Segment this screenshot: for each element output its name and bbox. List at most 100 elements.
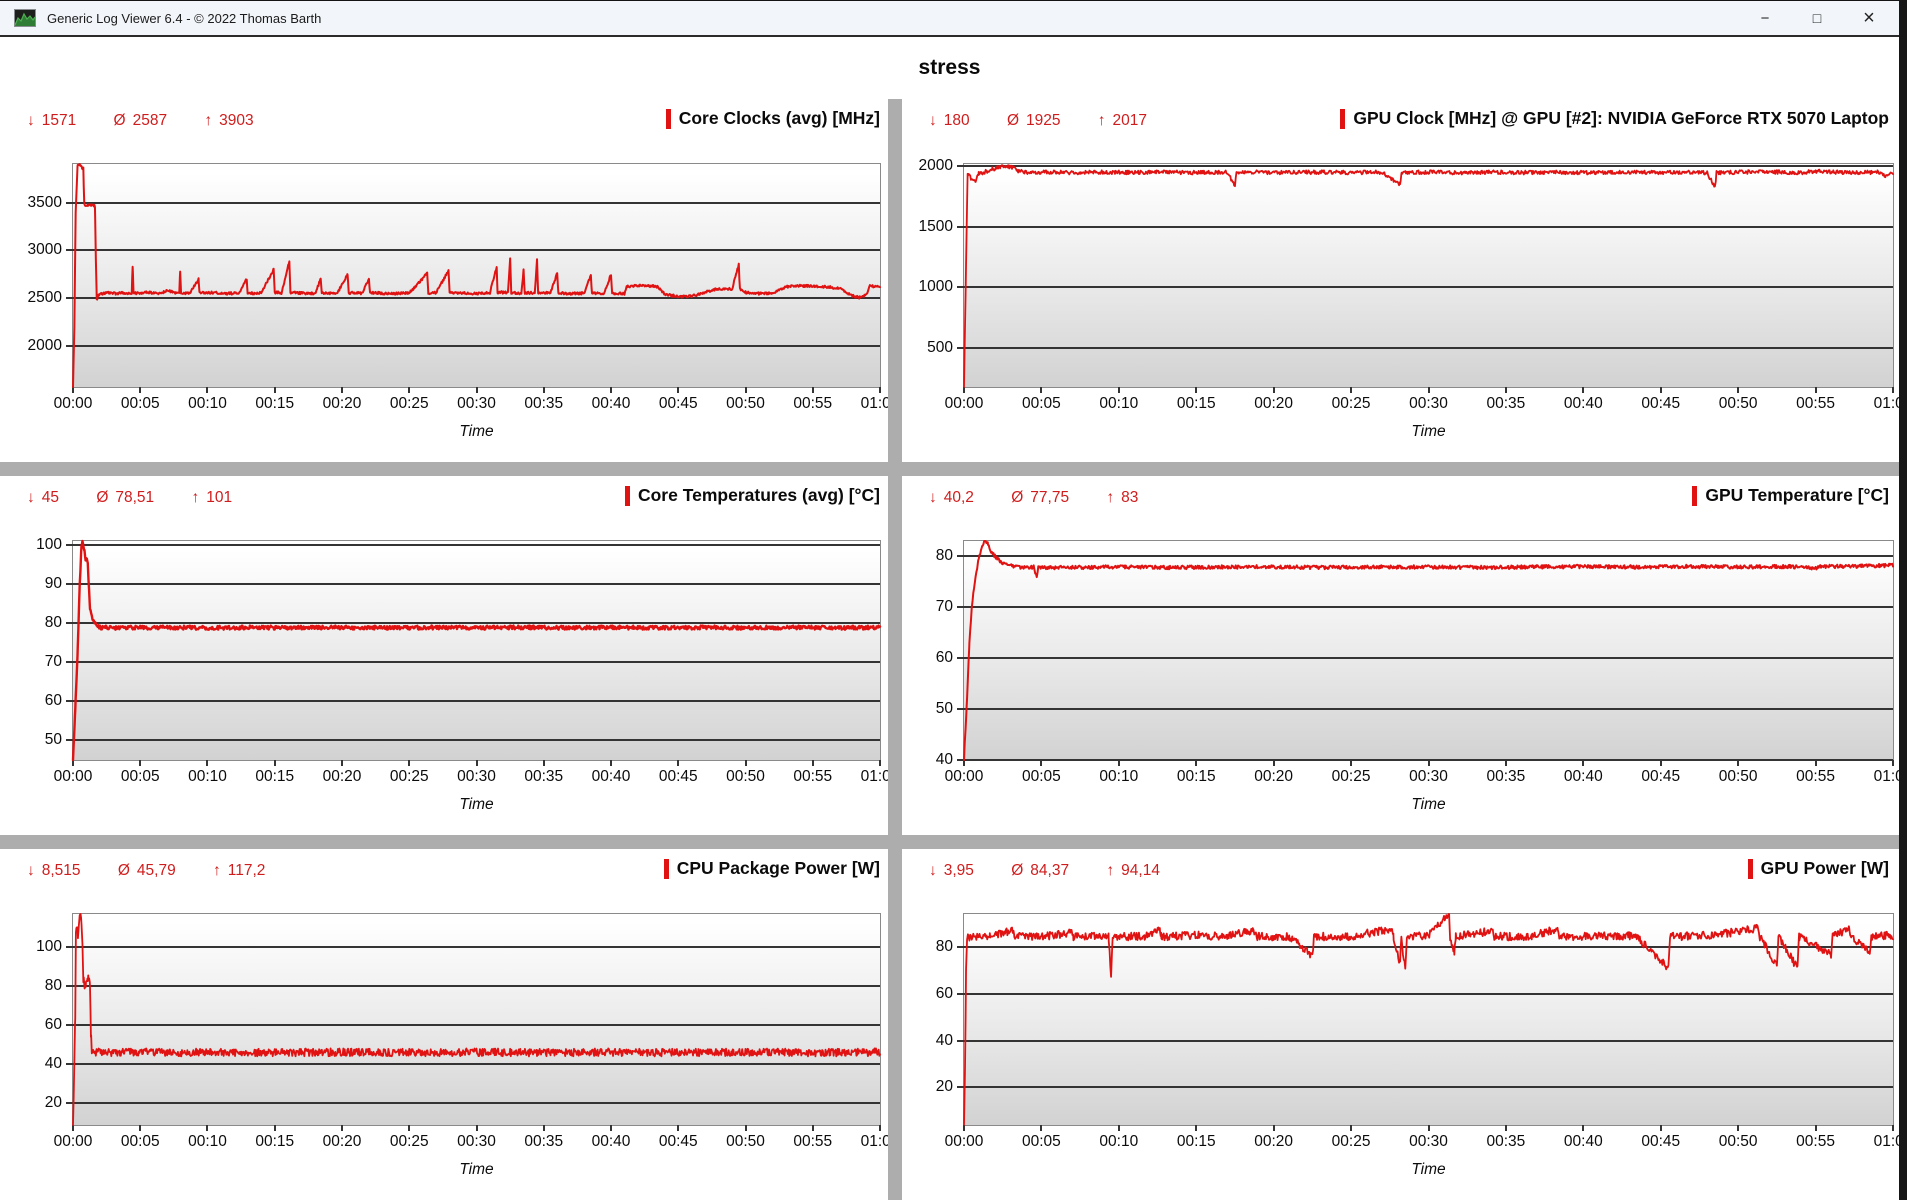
x-tick-label: 00:35: [524, 1133, 564, 1150]
x-tick-label: 00:50: [1718, 1133, 1758, 1150]
x-tick-mark: [811, 760, 814, 766]
x-tick-label: 00:40: [591, 1133, 631, 1150]
x-tick-mark: [1427, 387, 1430, 393]
stat-min: ↓ 45: [27, 489, 59, 506]
x-tick-mark: [1117, 760, 1120, 766]
x-tick-label: 00:30: [1409, 1133, 1448, 1150]
x-tick-mark: [273, 1125, 276, 1131]
x-tick-mark: [1272, 387, 1275, 393]
x-tick-mark: [1272, 760, 1275, 766]
x-tick-mark: [1427, 1125, 1430, 1131]
x-tick-label: 00:25: [389, 395, 429, 412]
desktop-edge: [1899, 0, 1907, 1200]
x-tick-label: 01:00: [860, 768, 888, 785]
legend-color-bar: [1340, 108, 1346, 129]
x-tick-label: 00:50: [1718, 395, 1758, 412]
chart-stats: ↓ 1571 Ø 2587 ↑ 3903: [27, 112, 287, 130]
y-tick-label: 50: [935, 700, 953, 718]
x-tick-label: 00:45: [658, 1133, 698, 1150]
x-tick-label: 00:40: [591, 395, 631, 412]
y-tick-mark: [66, 739, 73, 742]
x-tick-label: 00:15: [255, 395, 295, 412]
gridline-60: [73, 700, 880, 703]
x-tick-label: 00:55: [1796, 768, 1835, 785]
max-arrow-icon: ↑: [204, 112, 213, 129]
time-axis-label: Time: [1411, 1161, 1446, 1178]
min-arrow-icon: ↓: [929, 489, 937, 506]
time-axis-label: Time: [459, 796, 494, 813]
x-tick-mark: [72, 387, 74, 393]
x-tick-label: 00:45: [658, 395, 698, 412]
x-tick-label: 00:10: [1099, 1133, 1139, 1150]
x-tick-mark: [273, 387, 276, 393]
gridline-60: [964, 657, 1893, 660]
gridline-40: [73, 1062, 880, 1065]
x-tick-label: 00:20: [1254, 395, 1294, 412]
x-tick-label: 00:25: [1331, 395, 1371, 412]
y-tick-label: 1000: [918, 278, 953, 296]
x-tick-mark: [72, 1125, 74, 1131]
x-tick-mark: [677, 760, 680, 766]
x-tick-mark: [1504, 1125, 1507, 1131]
plot-area: 500 1000 1500 2000 00:00 00:05 00:10 00:15 00:20…: [919, 157, 1899, 440]
x-tick-mark: [744, 1125, 747, 1131]
gridline-20: [73, 1101, 880, 1104]
stat-max: ↑ 3903: [204, 112, 253, 129]
y-tick-mark: [66, 622, 73, 625]
x-tick-mark: [340, 760, 343, 766]
x-tick-label: 00:40: [1563, 1133, 1603, 1150]
x-tick-mark: [1892, 387, 1894, 393]
maximize-button[interactable]: □: [1812, 10, 1822, 26]
y-tick-mark: [957, 225, 964, 228]
x-tick-mark: [677, 387, 680, 393]
y-tick-label: 1500: [918, 217, 953, 235]
y-tick-mark: [957, 657, 964, 660]
x-tick-label: 00:20: [1254, 1133, 1294, 1150]
x-tick-mark: [542, 760, 545, 766]
x-tick-label: 01:00: [1873, 395, 1899, 412]
x-tick-mark: [1737, 760, 1740, 766]
y-tick-mark: [957, 606, 964, 609]
series-line-gpu-power: [964, 914, 1893, 1125]
y-tick-label: 2000: [918, 157, 953, 175]
legend-color-bar: [1747, 858, 1753, 879]
y-tick-label: 70: [935, 598, 953, 616]
y-tick-mark: [66, 1062, 73, 1065]
x-tick-label: 00:30: [457, 395, 496, 412]
x-tick-label: 00:05: [120, 395, 160, 412]
y-tick-label: 60: [935, 649, 953, 667]
max-arrow-icon: ↑: [1097, 112, 1106, 129]
y-tick-label: 3500: [27, 193, 62, 211]
gridline-70: [73, 661, 880, 664]
x-tick-label: 00:45: [1641, 395, 1681, 412]
gridline-2500: [73, 297, 880, 300]
stat-avg: Ø 1925: [1007, 112, 1061, 129]
x-tick-mark: [206, 387, 209, 393]
page-title: stress: [918, 56, 981, 79]
x-tick-mark: [1892, 1125, 1894, 1131]
x-tick-mark: [1659, 1125, 1662, 1131]
x-tick-mark: [811, 1125, 814, 1131]
stat-avg: Ø 84,37: [1011, 862, 1069, 879]
close-button[interactable]: ×: [1863, 6, 1875, 29]
chart-title-text: Core Clocks (avg) [MHz]: [678, 108, 880, 128]
x-tick-label: 00:05: [120, 1133, 160, 1150]
y-tick-mark: [66, 543, 73, 546]
x-tick-mark: [609, 1125, 612, 1131]
x-tick-label: 00:10: [188, 768, 227, 785]
x-tick-label: 00:20: [322, 395, 362, 412]
time-axis-label: Time: [1411, 423, 1446, 440]
chart-panel-gpu-power: ↓ 3,95 Ø 84,37 ↑ 94,14 GPU Power [W] 20 40 60…: [902, 849, 1899, 1200]
x-tick-mark: [1040, 387, 1043, 393]
x-tick-label: 00:55: [793, 1133, 833, 1150]
x-tick-label: 00:20: [322, 768, 362, 785]
x-tick-label: 00:15: [1176, 768, 1216, 785]
minimize-button[interactable]: −: [1760, 9, 1770, 27]
x-tick-label: 00:55: [793, 768, 833, 785]
min-arrow-icon: ↓: [27, 862, 35, 879]
x-tick-mark: [677, 1125, 680, 1131]
gridline-3500: [73, 201, 880, 204]
x-tick-label: 00:40: [591, 768, 631, 785]
x-tick-label: 00:25: [389, 1133, 429, 1150]
legend-color-bar: [624, 485, 630, 506]
